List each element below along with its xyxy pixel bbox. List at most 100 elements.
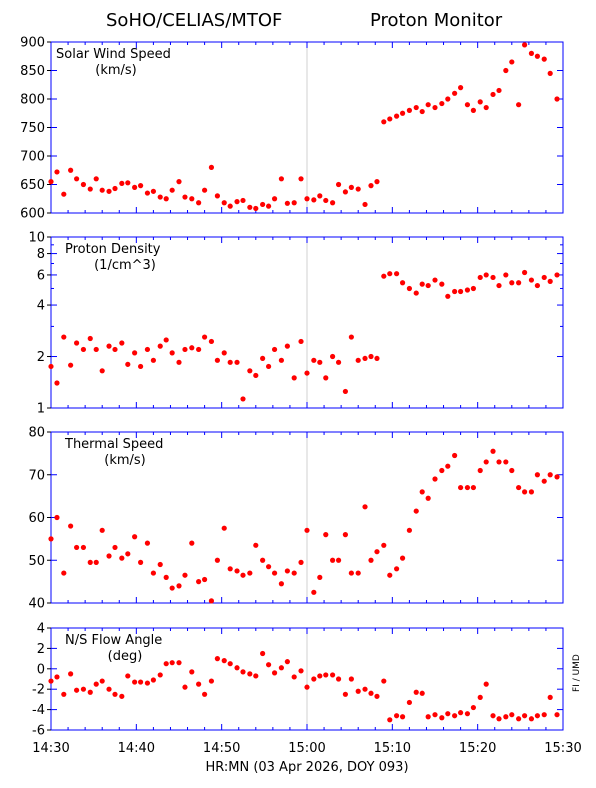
data-point (374, 693, 380, 699)
y-tick-label: 600 (20, 207, 45, 222)
data-point (374, 179, 380, 185)
data-point (54, 169, 60, 175)
data-point (266, 564, 272, 570)
data-point (93, 176, 99, 182)
data-point (399, 110, 406, 116)
data-point (387, 572, 393, 578)
data-point (425, 282, 431, 289)
data-point (311, 197, 317, 203)
y-tick-label: 10 (28, 231, 45, 246)
data-point (48, 678, 54, 684)
data-point (150, 677, 156, 683)
data-point (503, 459, 509, 465)
data-point (189, 540, 195, 546)
data-point (99, 368, 105, 374)
y-tick-label: 650 (20, 178, 45, 193)
data-point (355, 357, 361, 363)
data-point (452, 713, 458, 719)
data-point (317, 359, 323, 365)
monitor-title: Proton Monitor (370, 10, 503, 31)
data-point (342, 532, 348, 538)
data-point (163, 337, 169, 343)
data-point (362, 201, 368, 208)
data-point (150, 570, 156, 576)
data-point (74, 687, 80, 693)
data-point (464, 484, 471, 491)
data-point (196, 200, 202, 206)
x-tick-label: 15:00 (288, 741, 325, 756)
data-point (470, 107, 476, 113)
data-point (291, 200, 297, 206)
data-point (227, 661, 233, 667)
data-point (284, 568, 290, 574)
data-point (234, 199, 240, 205)
data-point (330, 672, 336, 678)
data-point (342, 388, 348, 395)
data-point (234, 665, 240, 671)
data-point (234, 359, 240, 365)
data-point (144, 680, 151, 686)
data-point (119, 555, 125, 561)
data-point (227, 359, 233, 365)
panel-title: Thermal Speed (64, 437, 163, 452)
data-point (381, 119, 387, 125)
data-point (271, 196, 278, 202)
data-point (138, 183, 144, 189)
data-point (387, 116, 393, 122)
data-point (247, 671, 253, 677)
data-point (169, 350, 175, 356)
data-point (311, 676, 317, 682)
data-point (157, 194, 163, 200)
y-tick-label: 700 (20, 150, 45, 165)
data-point (522, 713, 528, 719)
data-point (271, 570, 278, 576)
data-point (399, 714, 406, 720)
data-point (298, 559, 304, 565)
data-point (406, 527, 412, 533)
data-point (150, 188, 156, 194)
data-point (362, 355, 368, 362)
data-point (399, 280, 406, 286)
data-point (125, 180, 131, 186)
y-tick-label: 850 (20, 64, 45, 79)
data-point (169, 585, 175, 591)
data-point (554, 96, 560, 102)
panel-1 (47, 41, 564, 214)
data-point (132, 534, 138, 540)
data-point (317, 193, 323, 199)
data-point (490, 274, 496, 281)
data-point (541, 56, 547, 62)
data-point (298, 176, 304, 182)
data-point (247, 204, 253, 210)
y-tick-label: -4 (32, 703, 45, 718)
data-point (477, 694, 483, 700)
data-point (106, 553, 112, 559)
data-point (432, 476, 438, 482)
data-point (394, 113, 400, 119)
data-point (509, 59, 515, 65)
data-point (138, 679, 144, 685)
data-point (452, 288, 458, 295)
y-tick-label: -6 (32, 724, 45, 739)
data-point (253, 673, 259, 679)
y-tick-label: 2 (37, 350, 45, 365)
data-point (298, 668, 304, 674)
data-point (534, 282, 541, 289)
data-point (208, 338, 215, 345)
data-point (470, 285, 476, 292)
y-tick-label: 0 (37, 662, 45, 677)
data-point (432, 104, 438, 111)
data-point (381, 678, 387, 684)
data-point (483, 459, 489, 465)
data-point (516, 484, 522, 491)
data-point (208, 164, 215, 170)
data-point (93, 346, 99, 353)
data-point (157, 561, 163, 568)
y-tick-label: 1 (37, 402, 45, 417)
data-point (425, 495, 431, 501)
data-point (54, 380, 60, 386)
data-point (304, 527, 310, 533)
data-point (547, 70, 553, 76)
data-point (221, 525, 227, 531)
data-point (541, 478, 547, 484)
